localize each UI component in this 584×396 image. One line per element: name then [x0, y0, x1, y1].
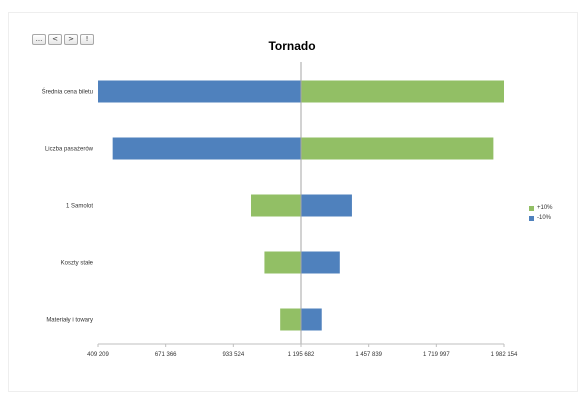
x-tick-label: 933 524	[222, 352, 244, 358]
x-tick-label: 671 366	[155, 352, 177, 358]
info-button[interactable]: !	[80, 34, 94, 45]
previous-button[interactable]: <	[48, 34, 62, 45]
bar-minus	[301, 194, 352, 217]
x-tick-label: 409 209	[87, 352, 109, 358]
more-button[interactable]: ...	[32, 34, 46, 45]
x-tick-label: 1 982 154	[491, 352, 518, 358]
legend: +10% -10%	[529, 205, 553, 225]
legend-label-plus: +10%	[537, 205, 553, 211]
category-label: Liczba pasażerów	[45, 147, 94, 153]
bar-plus	[301, 80, 504, 103]
category-label: Koszty stałe	[61, 261, 94, 267]
nav-controls: ... < > !	[32, 34, 94, 45]
legend-item-plus: +10%	[529, 205, 553, 211]
next-button[interactable]: >	[64, 34, 78, 45]
legend-label-minus: -10%	[537, 215, 552, 221]
bar-minus	[98, 80, 302, 103]
category-label: Materiały i towary	[46, 318, 93, 324]
legend-swatch-plus	[529, 205, 534, 211]
category-label: 1 Samolot	[66, 204, 93, 210]
bar-minus	[301, 251, 340, 274]
chart-title: Tornado	[268, 39, 316, 53]
legend-swatch-minus	[529, 215, 534, 221]
bar-plus	[280, 308, 302, 331]
x-tick-label: 1 195 682	[288, 352, 315, 358]
bar-plus	[264, 251, 302, 274]
legend-item-minus: -10%	[529, 215, 553, 221]
category-label: Średnia cena biletu	[42, 88, 93, 96]
bar-minus	[301, 308, 322, 331]
bar-plus	[251, 194, 302, 217]
x-tick-label: 1 457 839	[355, 352, 382, 358]
x-tick-label: 1 719 997	[423, 352, 450, 358]
bar-plus	[301, 137, 494, 160]
bar-minus	[112, 137, 302, 160]
